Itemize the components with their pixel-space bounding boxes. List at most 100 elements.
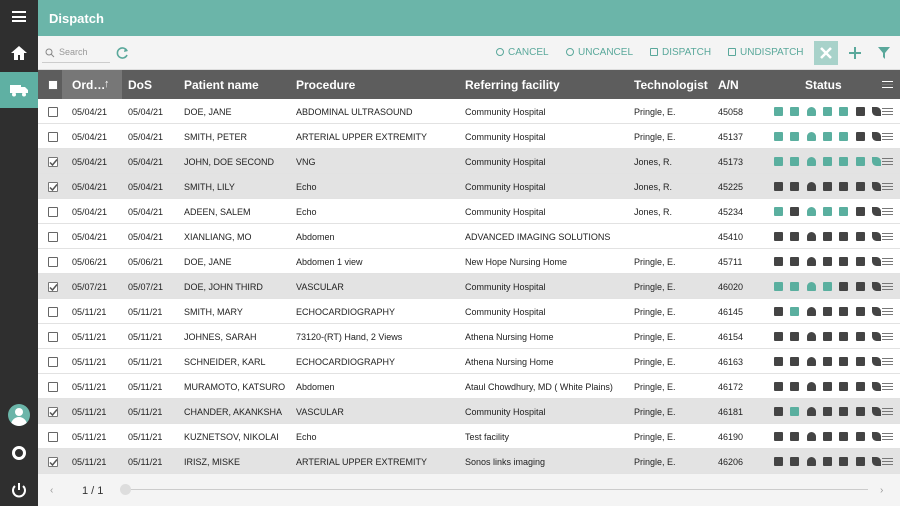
table-row[interactable]: 05/06/21 05/06/21 DOE, JANE Abdomen 1 view N… bbox=[38, 249, 900, 274]
power-icon[interactable] bbox=[11, 482, 27, 498]
table-row[interactable]: 05/04/21 05/04/21 DOE, JANE ABDOMINAL ULTRA… bbox=[38, 99, 900, 124]
status-icon bbox=[774, 332, 783, 341]
table-row[interactable]: 05/04/21 05/04/21 XIANLIANG, MO Abdomen ADVA… bbox=[38, 224, 900, 249]
column-header[interactable]: Patient name bbox=[184, 78, 259, 92]
cell: 05/04/21 bbox=[72, 207, 108, 217]
search-box[interactable]: Search bbox=[42, 43, 110, 63]
row-menu[interactable] bbox=[882, 208, 893, 215]
row-menu[interactable] bbox=[882, 183, 893, 190]
status-icon bbox=[822, 257, 832, 266]
next-page[interactable]: › bbox=[880, 485, 884, 496]
action-button[interactable]: UNCANCEL bbox=[566, 47, 633, 58]
action-button[interactable]: CANCEL bbox=[496, 47, 549, 58]
row-checkbox[interactable] bbox=[48, 382, 58, 392]
filter-button[interactable] bbox=[878, 47, 890, 59]
column-header[interactable]: Referring facility bbox=[465, 78, 560, 92]
row-menu[interactable] bbox=[882, 308, 893, 315]
row-menu[interactable] bbox=[882, 433, 893, 440]
row-checkbox[interactable] bbox=[48, 257, 58, 267]
table-row[interactable]: 05/11/21 05/11/21 MURAMOTO, KATSURO Abdomen… bbox=[38, 374, 900, 399]
column-menu[interactable] bbox=[882, 81, 893, 88]
action-button[interactable]: UNDISPATCH bbox=[728, 47, 804, 58]
row-checkbox[interactable] bbox=[48, 357, 58, 367]
row-checkbox[interactable] bbox=[48, 332, 58, 342]
prev-page[interactable]: ‹ bbox=[50, 485, 54, 496]
menu-button[interactable] bbox=[12, 11, 26, 22]
column-header[interactable]: Ord… bbox=[72, 78, 106, 92]
row-checkbox[interactable] bbox=[48, 457, 58, 467]
status-icon bbox=[871, 157, 881, 166]
row-menu[interactable] bbox=[882, 408, 893, 415]
table-row[interactable]: 05/04/21 05/04/21 JOHN, DOE SECOND VNG Commu… bbox=[38, 149, 900, 174]
cell: 05/04/21 bbox=[72, 182, 108, 192]
row-menu[interactable] bbox=[882, 333, 893, 340]
row-checkbox[interactable] bbox=[48, 407, 58, 417]
table-row[interactable]: 05/04/21 05/04/21 SMITH, LILY Echo Community… bbox=[38, 174, 900, 199]
row-menu[interactable] bbox=[882, 233, 893, 240]
table-row[interactable]: 05/11/21 05/11/21 IRISZ, MISKE ARTERIAL UPP… bbox=[38, 449, 900, 474]
cell: Pringle, E. bbox=[634, 457, 676, 467]
cell: Pringle, E. bbox=[634, 282, 676, 292]
refresh-button[interactable] bbox=[116, 46, 129, 59]
avatar[interactable] bbox=[8, 404, 30, 426]
row-menu[interactable] bbox=[882, 283, 893, 290]
column-header[interactable]: A/N bbox=[718, 78, 739, 92]
row-menu[interactable] bbox=[882, 158, 893, 165]
cell: 46190 bbox=[718, 432, 744, 442]
status-icon bbox=[822, 282, 832, 291]
table-row[interactable]: 05/11/21 05/11/21 KUZNETSOV, NIKOLAI Echo Te… bbox=[38, 424, 900, 449]
status-icon bbox=[855, 107, 865, 116]
table-row[interactable]: 05/11/21 05/11/21 CHANDER, AKANKSHA VASCULA… bbox=[38, 399, 900, 424]
column-header[interactable]: Status bbox=[805, 78, 842, 92]
status-icon bbox=[790, 132, 800, 141]
table-row[interactable]: 05/11/21 05/11/21 JOHNES, SARAH 73120-(RT) … bbox=[38, 324, 900, 349]
row-checkbox[interactable] bbox=[48, 182, 58, 192]
row-menu[interactable] bbox=[882, 108, 893, 115]
status-icon bbox=[855, 382, 865, 391]
row-checkbox[interactable] bbox=[48, 282, 58, 292]
status-icon bbox=[806, 257, 816, 266]
column-header[interactable]: Technologist bbox=[634, 78, 708, 92]
row-checkbox[interactable] bbox=[48, 232, 58, 242]
table-row[interactable]: 05/11/21 05/11/21 SMITH, MARY ECHOCARDIOGRA… bbox=[38, 299, 900, 324]
cell: 05/04/21 bbox=[72, 157, 108, 167]
action-button[interactable]: DISPATCH bbox=[650, 47, 711, 58]
table-row[interactable]: 05/07/21 05/07/21 DOE, JOHN THIRD VASCULAR C… bbox=[38, 274, 900, 299]
cell: Echo bbox=[296, 432, 317, 442]
help-icon[interactable] bbox=[12, 446, 26, 460]
row-checkbox[interactable] bbox=[48, 107, 58, 117]
row-checkbox[interactable] bbox=[48, 132, 58, 142]
column-header[interactable]: DoS bbox=[128, 78, 152, 92]
dispatch-nav[interactable] bbox=[0, 72, 38, 108]
row-menu[interactable] bbox=[882, 358, 893, 365]
row-checkbox[interactable] bbox=[48, 432, 58, 442]
row-checkbox[interactable] bbox=[48, 157, 58, 167]
column-header[interactable]: Procedure bbox=[296, 78, 356, 92]
row-checkbox[interactable] bbox=[48, 207, 58, 217]
cell: 45410 bbox=[718, 232, 744, 242]
cell: Pringle, E. bbox=[634, 257, 676, 267]
cell: 46163 bbox=[718, 357, 744, 367]
action-label: UNDISPATCH bbox=[740, 47, 804, 58]
row-menu[interactable] bbox=[882, 458, 893, 465]
table-row[interactable]: 05/11/21 05/11/21 SCHNEIDER, KARL ECHOCARDI… bbox=[38, 349, 900, 374]
row-menu[interactable] bbox=[882, 383, 893, 390]
row-menu[interactable] bbox=[882, 133, 893, 140]
status-icon bbox=[855, 132, 865, 141]
table-row[interactable]: 05/04/21 05/04/21 ADEEN, SALEM Echo Communit… bbox=[38, 199, 900, 224]
add-button[interactable] bbox=[849, 47, 861, 59]
cell: KUZNETSOV, NIKOLAI bbox=[184, 432, 279, 442]
cell: 45234 bbox=[718, 207, 744, 217]
action-label: CANCEL bbox=[508, 47, 549, 58]
status-icon bbox=[855, 207, 865, 216]
tools-button[interactable] bbox=[814, 41, 838, 65]
cell: 05/11/21 bbox=[128, 307, 163, 317]
row-menu[interactable] bbox=[882, 258, 893, 265]
page-slider[interactable] bbox=[120, 484, 868, 495]
select-all-checkbox[interactable] bbox=[48, 80, 58, 90]
table-row[interactable]: 05/04/21 05/04/21 SMITH, PETER ARTERIAL UPP… bbox=[38, 124, 900, 149]
home-icon[interactable] bbox=[11, 46, 27, 60]
status-icon bbox=[871, 232, 881, 241]
row-checkbox[interactable] bbox=[48, 307, 58, 317]
cell: 05/04/21 bbox=[72, 107, 108, 117]
